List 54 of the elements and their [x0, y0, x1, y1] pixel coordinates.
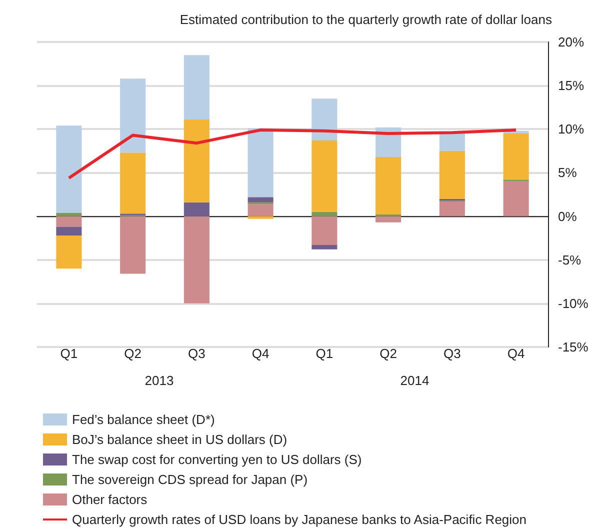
line-series [67, 128, 518, 180]
bar [248, 128, 274, 198]
text: 2014 [400, 373, 430, 388]
y-axis-title: Estimated contribution to the quarterly growth rate of dollar loans [180, 12, 552, 27]
bar [184, 216, 210, 304]
bar [439, 201, 465, 216]
legend-label: Fed’s balance sheet (D*) [72, 412, 215, 427]
x-tick-label: Q1 [60, 346, 78, 361]
bar [503, 181, 529, 216]
bar [312, 140, 338, 212]
x-tick-label: Q4 [252, 346, 270, 361]
x-tick-label: Q3 [188, 346, 206, 361]
y-tick-label: 0% [558, 208, 578, 224]
bar [56, 235, 82, 269]
bar [184, 202, 210, 216]
x-tick-label: Q1 [316, 346, 334, 361]
bar [376, 157, 402, 215]
bar [56, 226, 82, 236]
bar [120, 152, 146, 214]
legend-label: BoJ’s balance sheet in US dollars (D) [72, 432, 288, 447]
bar [56, 212, 82, 216]
y-tick-label: 5% [558, 165, 578, 180]
legend-label: The swap cost for converting yen to US dollars (S) [72, 452, 362, 467]
bar [120, 78, 146, 153]
bar [248, 204, 274, 216]
y-tick-label: 20% [558, 34, 584, 50]
bar [439, 150, 465, 199]
bar [184, 55, 210, 120]
bar [56, 126, 82, 213]
x-tick-label: Q2 [124, 346, 142, 361]
y-tick-label: 15% [558, 78, 584, 94]
bar [184, 120, 210, 202]
x-tick-label: Q3 [444, 346, 461, 361]
y-tick-label: -10% [558, 296, 589, 311]
bar [312, 216, 338, 246]
bar [120, 216, 146, 274]
y-tick-label: -5% [558, 252, 582, 268]
legend-label: Other factors [72, 492, 148, 507]
legend-label: Quarterly growth rates of USD loans by Japanese banks to Asia-Pacific Region [72, 512, 527, 527]
bar [248, 197, 274, 202]
bar [439, 132, 465, 151]
text: 2013 [144, 373, 174, 388]
bar [56, 216, 82, 227]
legend-label: The sovereign CDS spread for Japan (P) [72, 472, 308, 487]
bar [312, 245, 338, 250]
x-tick-label: Q4 [507, 346, 525, 361]
y-tick-label: -15% [558, 340, 589, 354]
bar [312, 98, 338, 140]
y-tick-label: 10% [558, 122, 584, 137]
bar [503, 134, 529, 180]
bar [248, 216, 274, 219]
bar [312, 212, 338, 216]
x-tick-label: Q2 [380, 346, 397, 361]
bar [376, 216, 402, 222]
